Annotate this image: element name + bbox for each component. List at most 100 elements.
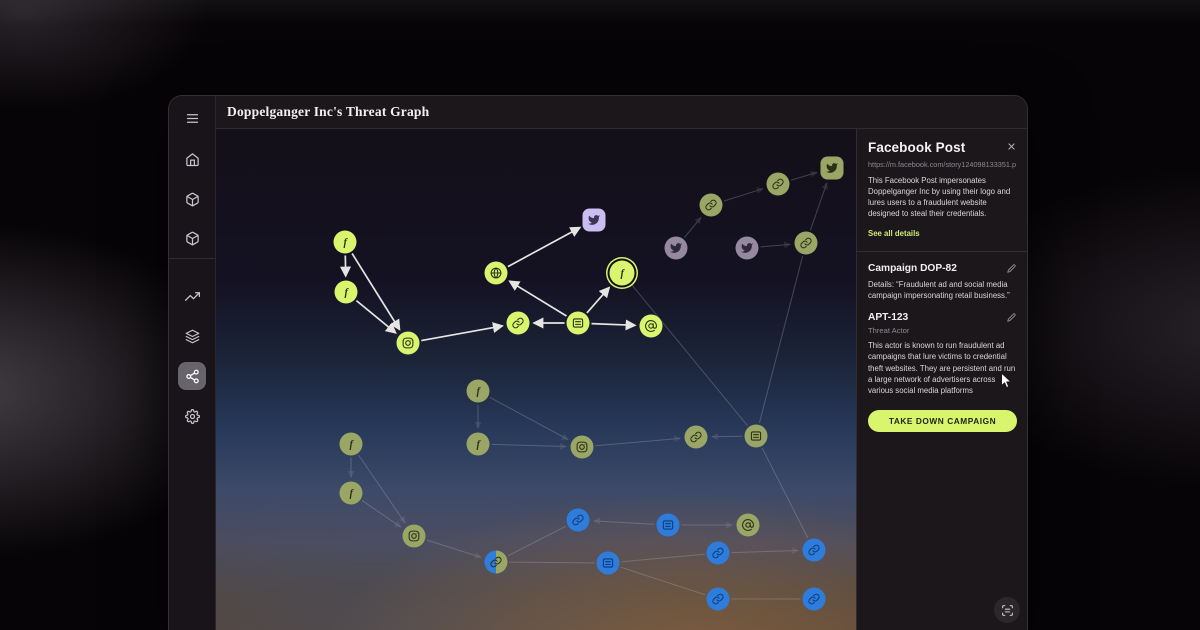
- sidebar-item-trends[interactable]: [178, 282, 206, 310]
- graph-edge-half1-nwb2: [509, 561, 595, 564]
- graph-edge-ig1-link1: [421, 322, 504, 342]
- sidebar-item-layers[interactable]: [178, 322, 206, 350]
- fit-view-icon: [1001, 604, 1014, 617]
- link-icon: [690, 431, 703, 444]
- graph-edge-globe1-tw1: [507, 226, 582, 268]
- graph-node-news-nwb1[interactable]: [656, 513, 680, 537]
- graph-node-link-half1[interactable]: [484, 550, 508, 574]
- graph-node-news-news1[interactable]: [566, 311, 590, 335]
- graph-node-facebook-fb5[interactable]: f: [339, 432, 363, 456]
- graph-node-instagram-ig2[interactable]: [570, 435, 594, 459]
- graph-node-link-lkb5[interactable]: [802, 587, 826, 611]
- link-icon: [772, 178, 785, 191]
- graph-edge-news1-at1: [591, 319, 637, 331]
- share-icon: [185, 369, 200, 384]
- link-icon: [712, 547, 725, 560]
- home-icon: [185, 152, 200, 167]
- edit-campaign-icon[interactable]: [1007, 263, 1016, 273]
- graph-edge-lk4-news2: [758, 255, 804, 424]
- close-icon[interactable]: [1007, 142, 1016, 151]
- instagram-icon: [402, 337, 415, 350]
- twitter-icon: [588, 214, 601, 227]
- graph-edge-fb1-ig1: [351, 253, 401, 331]
- graph-node-globe-globe1[interactable]: [484, 261, 508, 285]
- graph-node-instagram-ig1[interactable]: [396, 331, 420, 355]
- window-header: Doppelganger Inc's Threat Graph: [216, 96, 1027, 129]
- graph-node-at-ato1[interactable]: [736, 513, 760, 537]
- fit-view-button[interactable]: [994, 597, 1020, 623]
- campaign-details: Details: “Fraudulent ad and social media…: [868, 279, 1010, 300]
- graph-node-link-lkb4[interactable]: [706, 587, 730, 611]
- graph-edge-lkb2-lkb3: [731, 547, 800, 555]
- svg-text:f: f: [477, 439, 482, 450]
- graph-node-facebook-fb4[interactable]: f: [466, 432, 490, 456]
- link-icon: [800, 237, 813, 250]
- sidebar-item-share[interactable]: [178, 362, 206, 390]
- graph-node-twitter-tw3[interactable]: [820, 156, 844, 180]
- graph-edge-nwb2-lkb4: [620, 566, 706, 596]
- actor-description: This actor is known to run fraudulent ad…: [868, 341, 1016, 396]
- link-icon: [808, 544, 821, 557]
- settings-icon: [184, 408, 200, 424]
- graph-node-facebook-fb3[interactable]: f: [466, 379, 490, 403]
- graph-node-link-lk2[interactable]: [699, 193, 723, 217]
- graph-node-link-link1[interactable]: [506, 311, 530, 335]
- edit-actor-icon[interactable]: [1007, 313, 1016, 322]
- svg-text:f: f: [345, 287, 350, 298]
- graph-edge-fbsel-news2: [630, 283, 748, 426]
- news-icon: [750, 430, 763, 443]
- svg-text:f: f: [350, 439, 355, 450]
- twitter-icon: [670, 242, 683, 255]
- graph-edge-nwb2-lkb2: [621, 553, 705, 563]
- graph-node-twitter-tw2[interactable]: [664, 236, 688, 260]
- at-icon: [645, 320, 658, 333]
- link-icon: [490, 556, 503, 569]
- see-all-details-link[interactable]: See all details: [868, 228, 920, 238]
- graph-node-facebook-fb6[interactable]: f: [339, 481, 363, 505]
- graph-node-at-at1[interactable]: [639, 314, 663, 338]
- graph-edge-lk4-tw3: [809, 182, 829, 231]
- graph-node-link-lkb3[interactable]: [802, 538, 826, 562]
- graph-node-facebook-fb1[interactable]: f: [333, 230, 357, 254]
- sidebar-divider: [169, 258, 215, 259]
- graph-node-instagram-ig3[interactable]: [402, 524, 426, 548]
- graph-node-link-lk5[interactable]: [684, 425, 708, 449]
- graph-node-news-news2[interactable]: [744, 424, 768, 448]
- graph-node-twitter-tw4[interactable]: [735, 236, 759, 260]
- graph-edge-tw4-lk4: [760, 241, 792, 249]
- instagram-icon: [408, 530, 421, 543]
- package-icon: [185, 231, 200, 246]
- graph-edge-fb2-ig1: [355, 299, 397, 334]
- graph-node-facebook-fb2[interactable]: f: [334, 280, 358, 304]
- twitter-icon: [741, 242, 754, 255]
- graph-node-link-lkb2[interactable]: [706, 541, 730, 565]
- news-icon: [662, 519, 675, 532]
- graph-edge-ig2-lk5: [595, 435, 682, 447]
- graph-edge-half1-lkb1: [507, 525, 567, 557]
- graph-node-link-lk3[interactable]: [766, 172, 790, 196]
- details-panel: Facebook Post https://m.facebook.com/sto…: [856, 129, 1027, 630]
- sidebar-item-home[interactable]: [178, 145, 206, 173]
- page-title: Doppelganger Inc's Threat Graph: [227, 104, 430, 119]
- campaign-title: Campaign DOP-82: [868, 262, 957, 274]
- sidebar-item-model-1[interactable]: [178, 185, 206, 213]
- threat-graph-canvas[interactable]: f f f f f f f: [216, 129, 858, 630]
- graph-node-link-lk4[interactable]: [794, 231, 818, 255]
- facebook-icon: f: [472, 438, 485, 451]
- sidebar-item-model-2[interactable]: [178, 224, 206, 252]
- graph-node-twitter-tw1[interactable]: [582, 208, 606, 232]
- sidebar-item-settings[interactable]: [178, 402, 206, 430]
- graph-node-link-lkb1[interactable]: [566, 508, 590, 532]
- graph-edge-news1-globe1: [508, 280, 567, 317]
- facebook-icon: f: [616, 267, 629, 280]
- graph-node-facebook-fbsel[interactable]: f: [609, 260, 635, 286]
- at-icon: [742, 519, 755, 532]
- news-icon: [572, 317, 585, 330]
- take-down-campaign-button[interactable]: TAKE DOWN CAMPAIGN: [868, 409, 1017, 432]
- graph-edge-fb6-ig3: [361, 500, 402, 528]
- facebook-icon: f: [472, 385, 485, 398]
- news-icon: [602, 557, 615, 570]
- graph-node-news-nwb2[interactable]: [596, 551, 620, 575]
- menu-icon: [185, 111, 200, 126]
- sidebar-item-menu[interactable]: [178, 104, 206, 132]
